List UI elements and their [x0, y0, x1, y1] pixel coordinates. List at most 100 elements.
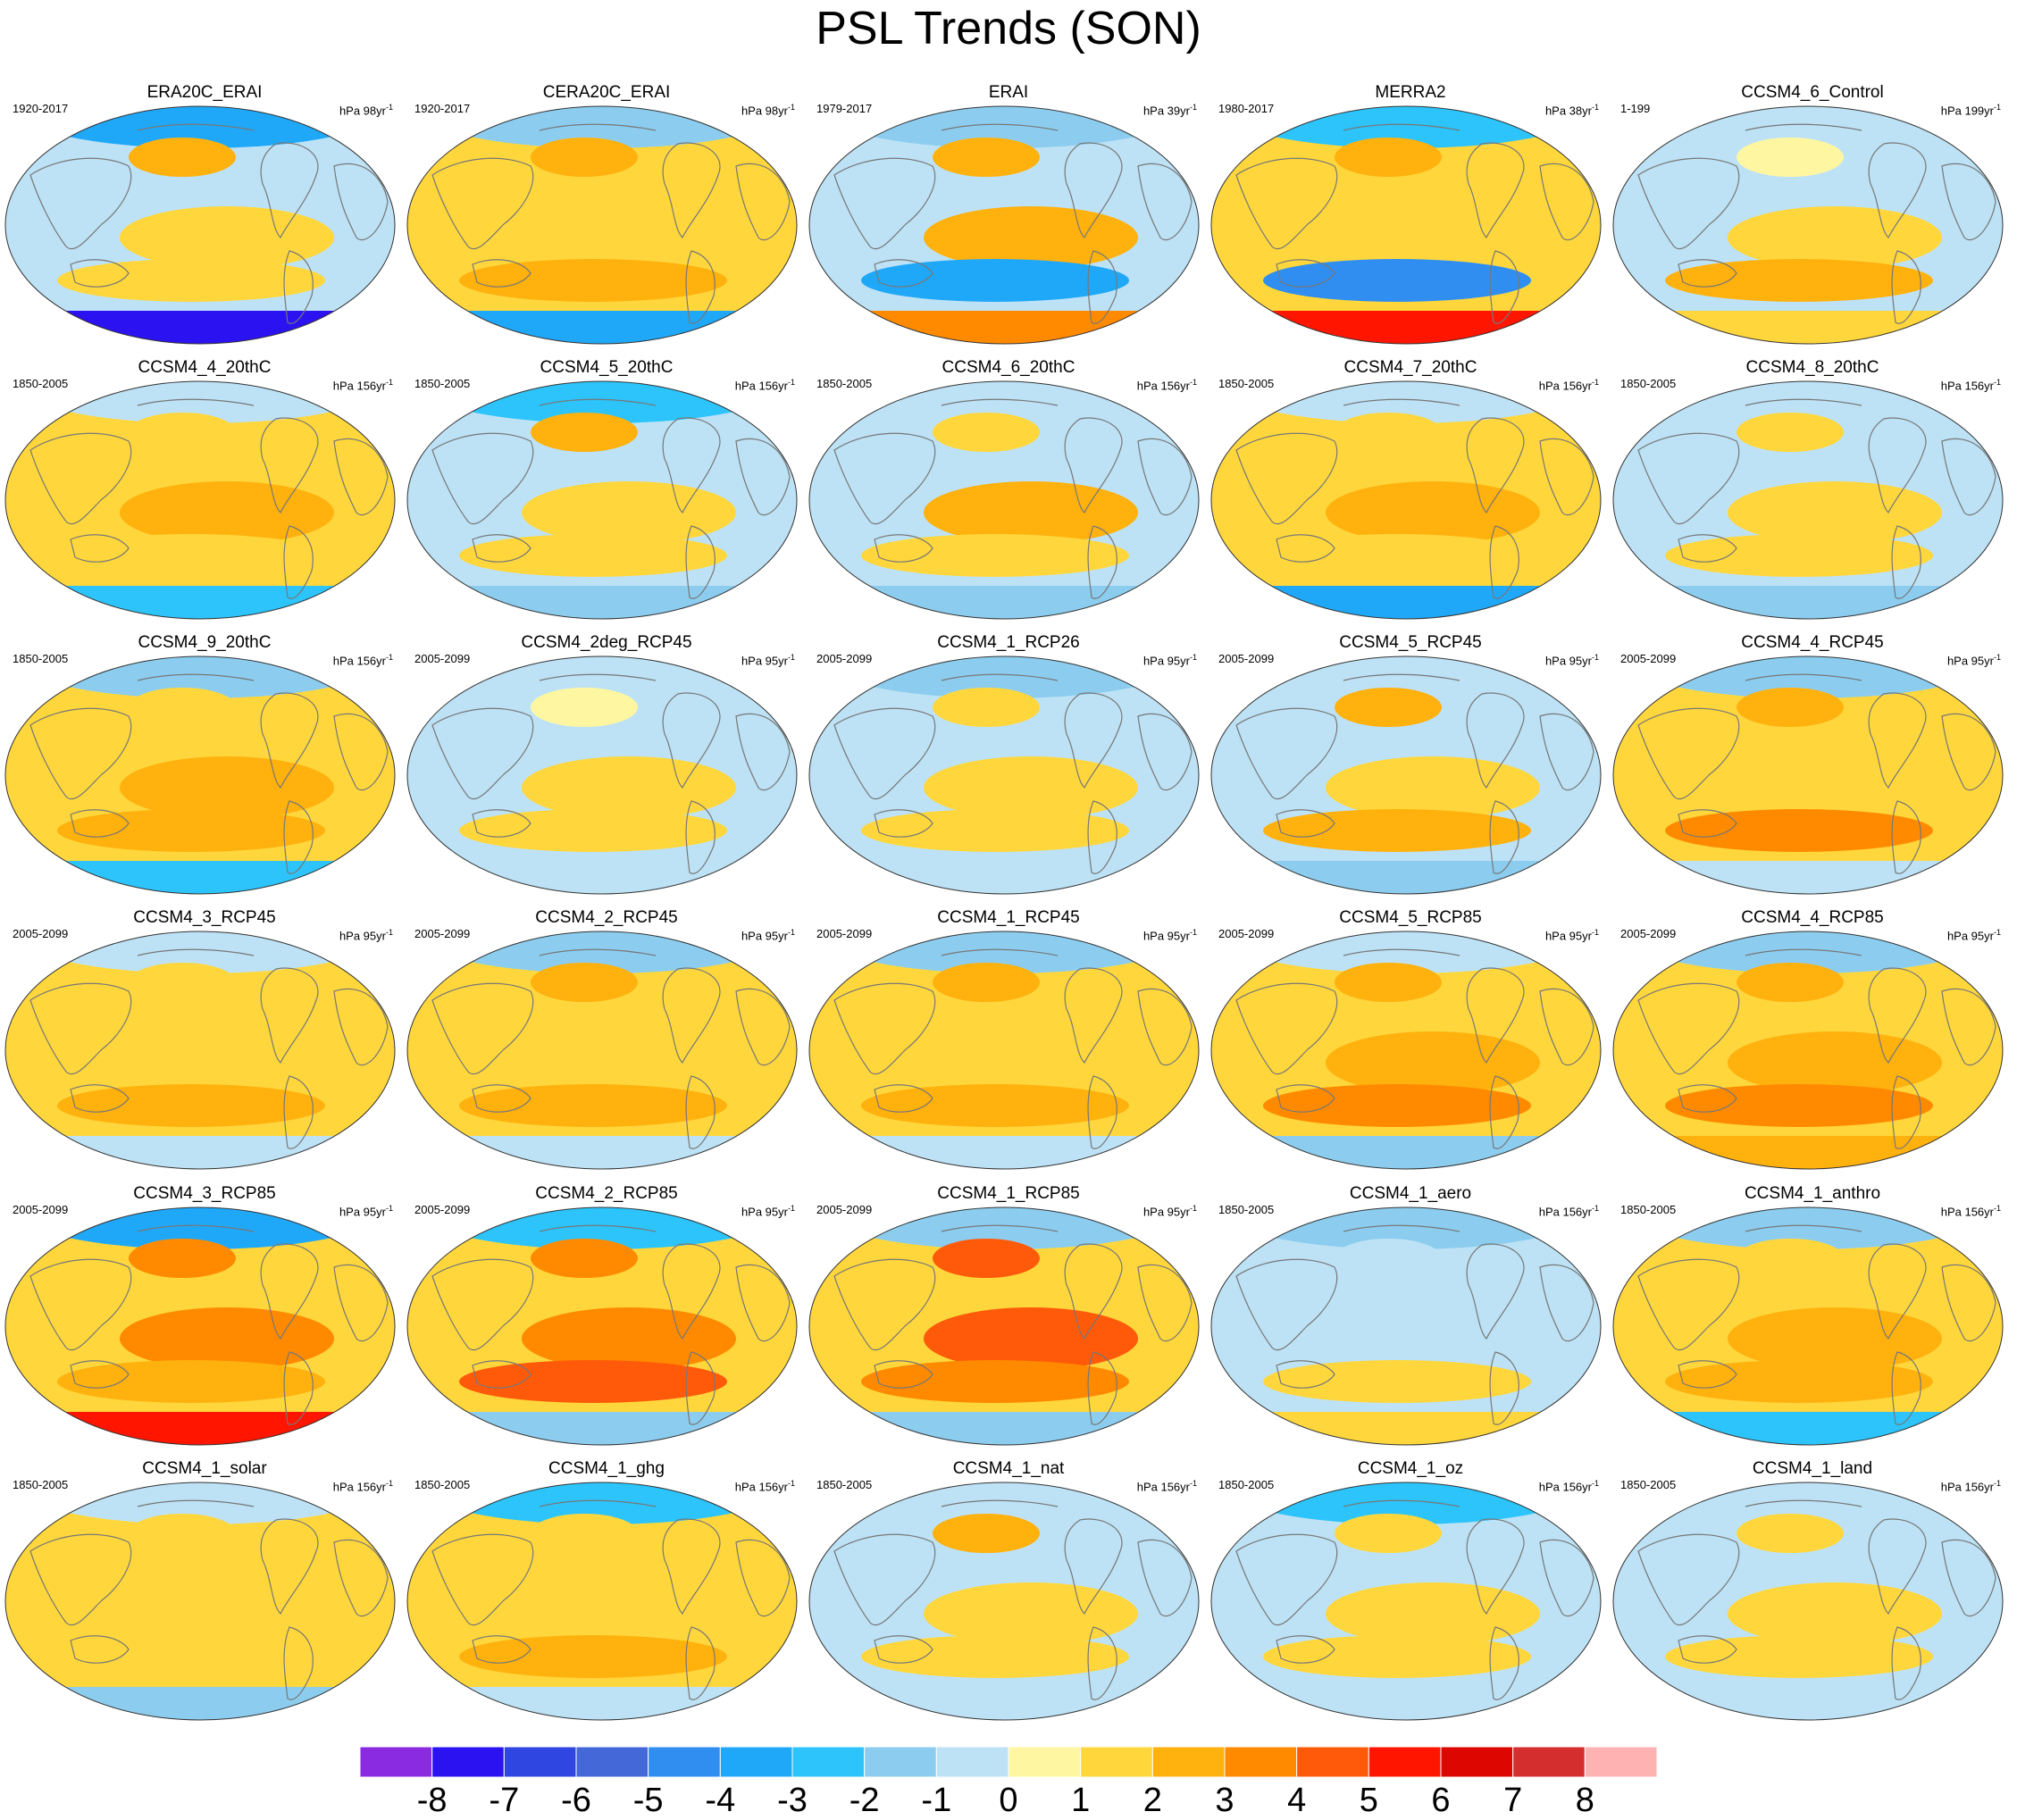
southern-midlatitude-anomaly: [1263, 1084, 1531, 1127]
coastline: [1137, 438, 1193, 516]
coastline: [1891, 1075, 1921, 1149]
tropical-anomaly: [1326, 1031, 1540, 1094]
psl-trend-map: [808, 1482, 1200, 1721]
panel-units: hPa 98yr-1: [741, 100, 795, 118]
panel-units-text: hPa 156yr: [1538, 1480, 1592, 1494]
panel-title: CCSM4_4_20thC: [138, 358, 272, 377]
coastline: [1064, 1243, 1123, 1340]
panel-title: CCSM4_9_20thC: [138, 633, 272, 652]
coastline: [735, 1539, 791, 1617]
antarctic-anomaly: [1613, 1412, 2003, 1445]
panel-units: hPa 39yr-1: [1143, 100, 1197, 118]
tropical-anomaly: [924, 481, 1138, 544]
coastline: [70, 534, 130, 563]
coastline: [1539, 988, 1594, 1066]
coastline: [1343, 1499, 1460, 1507]
coastline: [137, 1499, 255, 1507]
map-panel: CCSM4_1_nat 1850-2005 hPa 156yr-1: [808, 1459, 1209, 1728]
southern-midlatitude-anomaly: [57, 809, 325, 852]
map-panel: CCSM4_5_RCP85 2005-2099 hPa 95yr-1: [1209, 908, 1611, 1177]
panel-units: hPa 199yr-1: [1941, 100, 2001, 118]
panel-units: hPa 156yr-1: [1137, 1476, 1197, 1494]
panel-title: MERRA2: [1375, 83, 1446, 102]
arctic-anomaly: [21, 1482, 379, 1524]
coastline: [735, 438, 791, 516]
coastline: [685, 1626, 716, 1700]
coastline: [1489, 1351, 1519, 1425]
antarctic-anomaly: [809, 586, 1199, 619]
coastline: [29, 1533, 132, 1626]
psl-trend-map: [1612, 1482, 2004, 1721]
panel-title: CCSM4_1_RCP45: [937, 908, 1080, 927]
tropical-anomaly: [522, 206, 736, 269]
coastline: [1941, 1539, 1996, 1617]
colorbar-swatch: [719, 1747, 793, 1777]
coastline: [29, 432, 132, 525]
psl-trend-map: [1210, 380, 1602, 620]
coastline: [1087, 525, 1117, 599]
panel-units: hPa 156yr-1: [1941, 375, 2001, 393]
panel-units-text: hPa 156yr: [332, 379, 386, 393]
coastline: [70, 1635, 130, 1664]
map-outline: [1612, 1206, 2004, 1446]
coastline: [333, 988, 389, 1066]
coastline: [283, 1351, 314, 1425]
coastline: [1678, 534, 1737, 563]
psl-trend-map: [1612, 105, 2004, 345]
colorbar-tick-label: -8: [416, 1782, 448, 1819]
colorbar-tick-label: 8: [1575, 1782, 1594, 1819]
map-outline: [1210, 380, 1602, 620]
panel-period: 1920-2017: [414, 102, 471, 115]
panel-units: hPa 156yr-1: [333, 650, 393, 668]
psl-trend-map: [4, 105, 396, 345]
map-panel: ERA20C_ERAI 1920-2017 hPa 98yr-1: [4, 83, 406, 352]
arctic-anomaly: [1629, 656, 1987, 698]
colorbar-swatch: [360, 1747, 433, 1777]
southern-midlatitude-anomaly: [57, 1635, 325, 1678]
north-pacific-anomaly: [1335, 688, 1442, 727]
colorbar-swatch: [503, 1747, 577, 1777]
panel-period: 2005-2099: [414, 652, 471, 665]
panel-units: hPa 98yr-1: [339, 100, 393, 118]
coastline: [941, 948, 1059, 956]
panel-units: hPa 156yr-1: [735, 375, 795, 393]
psl-trend-map: [406, 105, 798, 345]
coastline: [1539, 713, 1594, 791]
coastline: [1343, 673, 1460, 681]
map-panel: CCSM4_5_20thC 1850-2005 hPa 156yr-1: [406, 358, 808, 627]
southern-midlatitude-anomaly: [459, 534, 727, 577]
panel-units-exponent: -1: [1591, 928, 1599, 937]
coastline: [1235, 982, 1338, 1075]
figure-title: PSL Trends (SON): [816, 3, 1201, 54]
coastline: [539, 123, 657, 131]
coastline: [685, 250, 716, 324]
map-panel: MERRA2 1980-2017 hPa 38yr-1: [1209, 83, 1611, 352]
north-pacific-anomaly: [1335, 138, 1442, 177]
panel-title: CCSM4_6_Control: [1741, 83, 1884, 102]
north-pacific-anomaly: [933, 413, 1040, 452]
map-panel: CCSM4_1_land 1850-2005 hPa 156yr-1: [1611, 1459, 2013, 1728]
coastline: [1489, 800, 1519, 874]
tropical-anomaly: [1728, 756, 1942, 819]
north-pacific-anomaly: [531, 1239, 638, 1278]
panel-period: 1850-2005: [1218, 1478, 1275, 1491]
southern-midlatitude-anomaly: [57, 1360, 325, 1403]
coastline: [1868, 967, 1927, 1064]
map-panel: CCSM4_4_RCP45 2005-2099 hPa 95yr-1: [1611, 633, 2013, 902]
map-outline: [1210, 1206, 1602, 1446]
antarctic-anomaly: [1613, 1136, 2003, 1169]
arctic-anomaly: [1227, 931, 1585, 973]
coastline: [1137, 163, 1193, 241]
panel-units-exponent: -1: [1993, 1479, 2001, 1488]
coastline: [70, 1084, 130, 1113]
coastline: [1637, 1258, 1740, 1351]
southern-midlatitude-anomaly: [861, 1084, 1129, 1127]
tropical-anomaly: [120, 206, 334, 269]
map-panel: CCSM4_3_RCP85 2005-2099 hPa 95yr-1: [4, 1184, 406, 1453]
coastline: [685, 1075, 716, 1149]
panel-units-exponent: -1: [1993, 928, 2001, 937]
psl-trend-map: [1612, 931, 2004, 1170]
map-panel: CCSM4_1_RCP26 2005-2099 hPa 95yr-1: [808, 633, 1209, 902]
antarctic-anomaly: [809, 1412, 1199, 1445]
panel-period: 1850-2005: [1218, 1203, 1275, 1216]
